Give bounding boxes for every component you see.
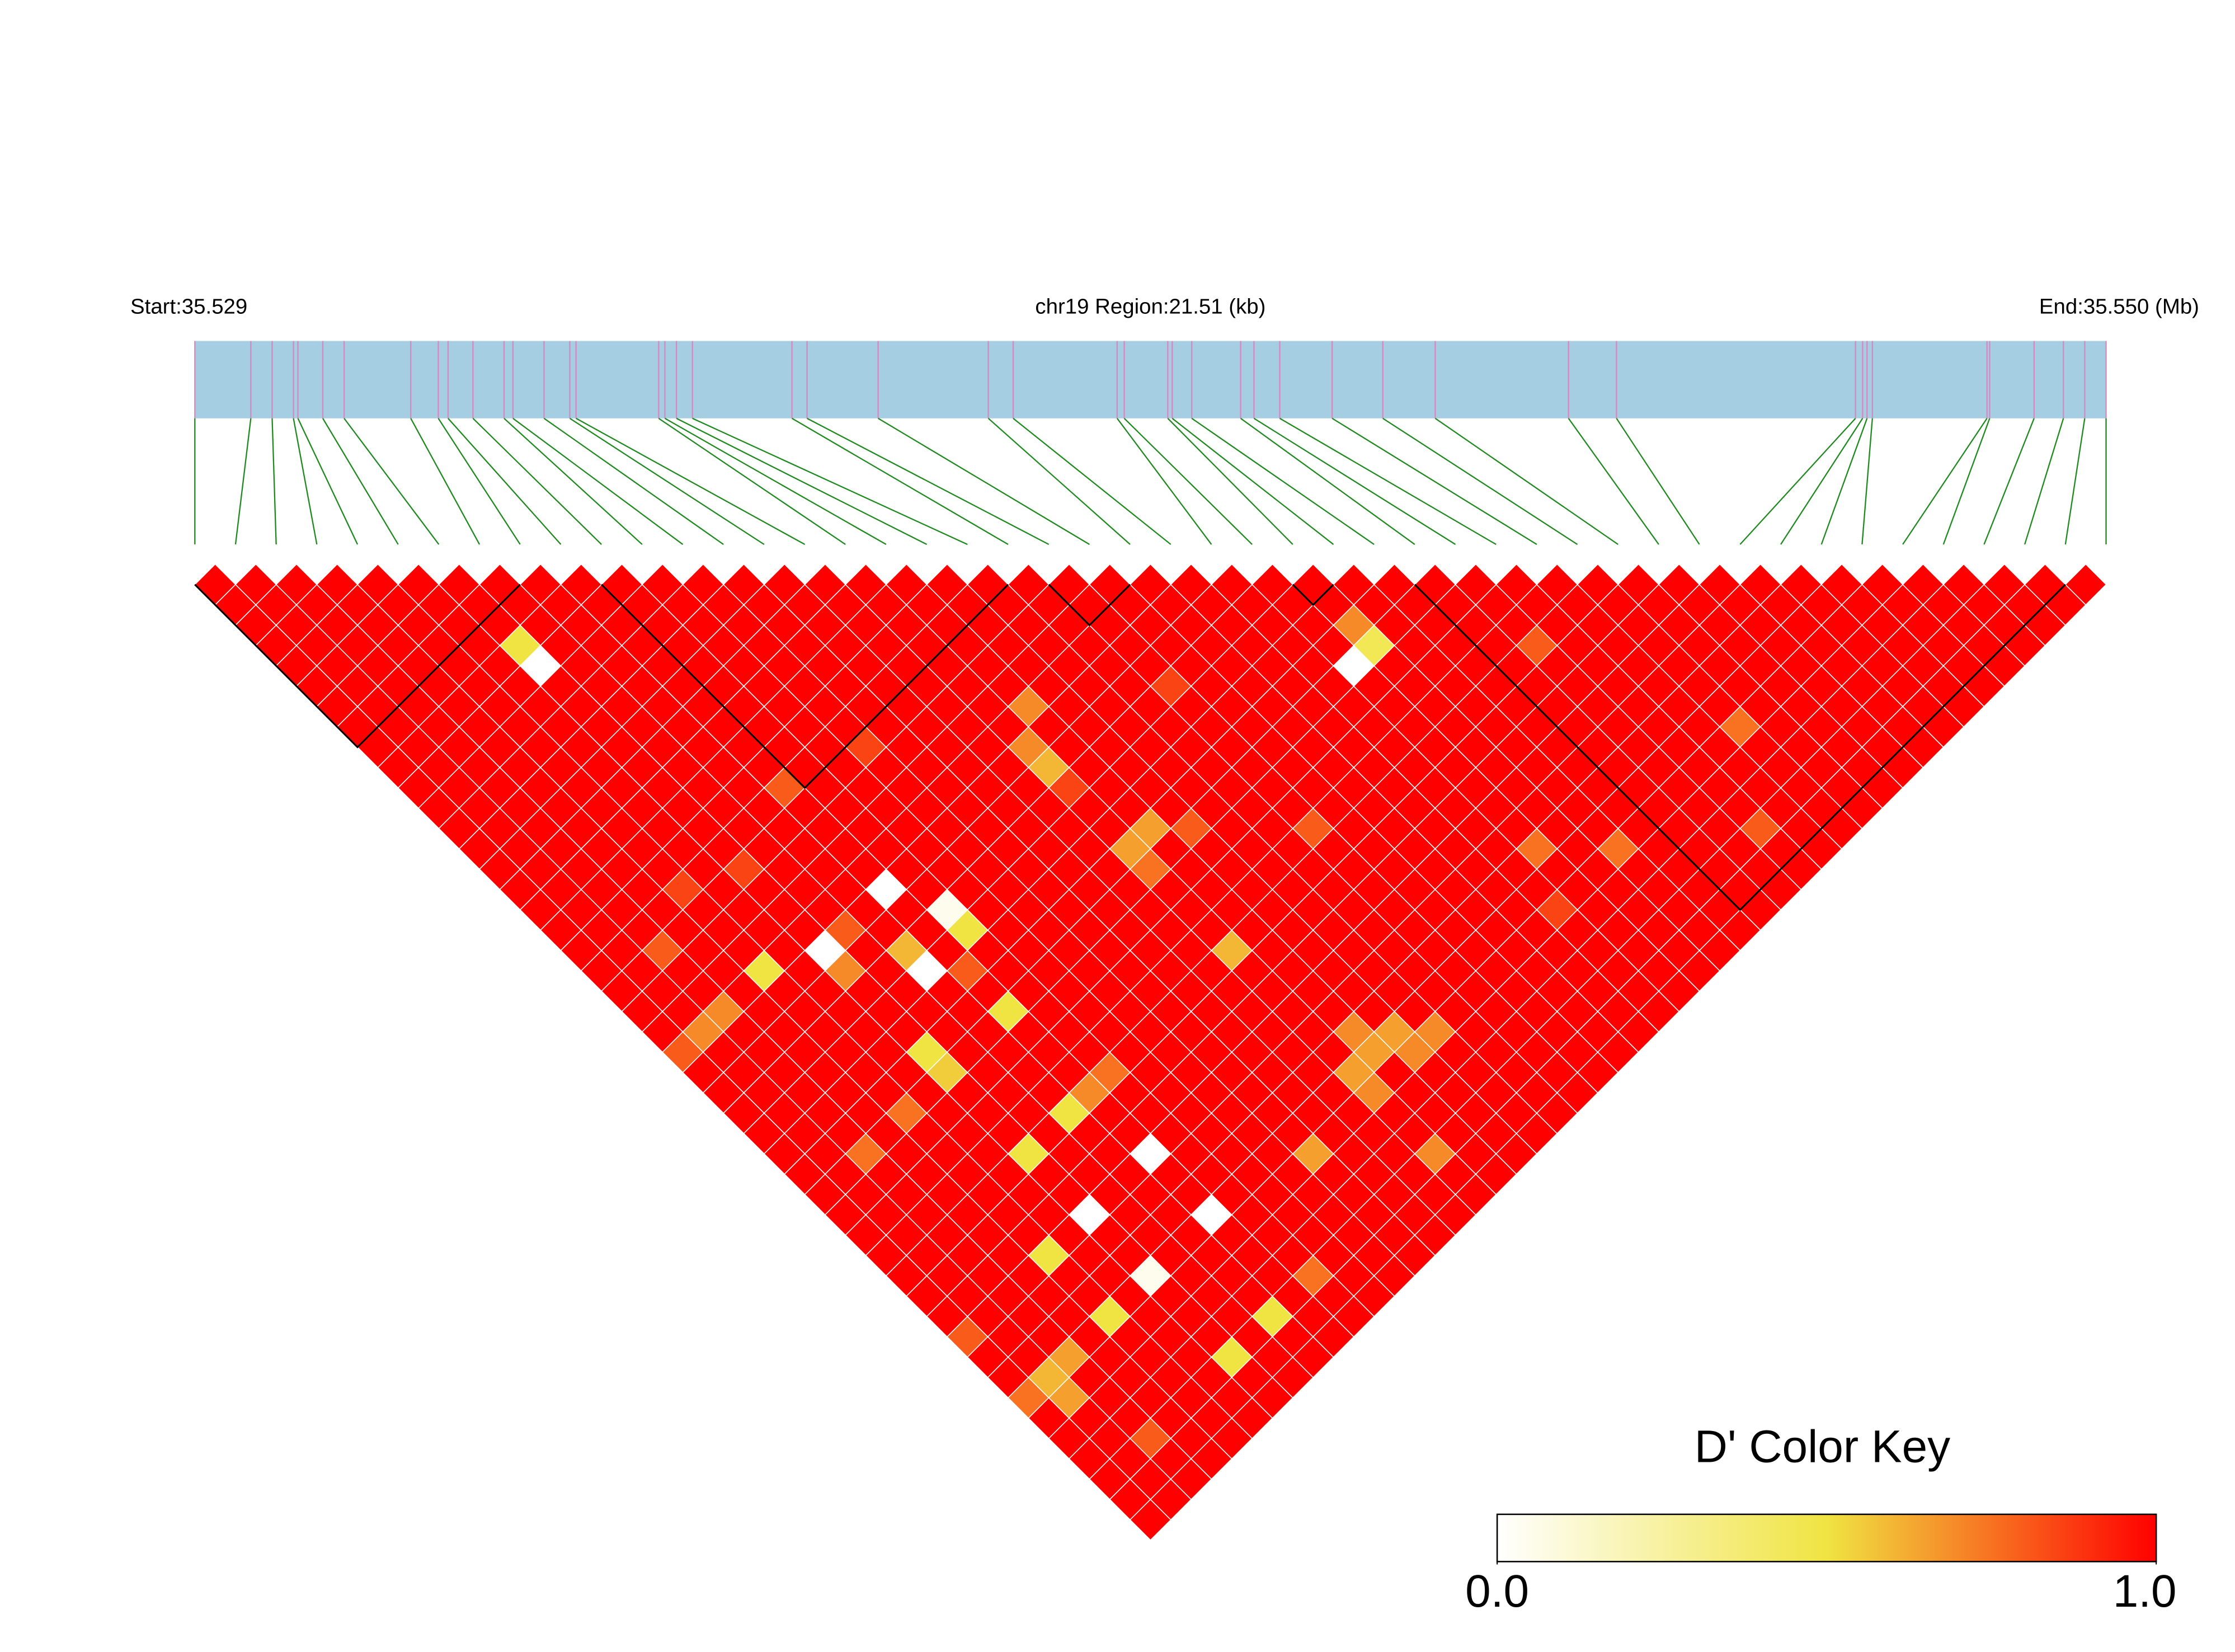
- snp-connector: [1013, 417, 1171, 545]
- color-key-tick-label: 1.0: [2113, 1566, 2177, 1617]
- snp-connector: [807, 417, 1050, 545]
- color-key-title: D' Color Key: [1695, 1421, 1950, 1472]
- region-bar: [195, 341, 2106, 418]
- snp-connector: [1123, 417, 1253, 545]
- end-label: End:35.550 (Mb): [2039, 295, 2199, 319]
- snp-connector: [1434, 417, 1618, 545]
- snp-connector: [271, 418, 277, 545]
- snp-connector: [878, 417, 1090, 545]
- snp-connector: [2064, 418, 2086, 545]
- snp-connector: [1191, 417, 1375, 545]
- snp-connector: [293, 418, 318, 545]
- snp-connector: [1171, 417, 1334, 545]
- snp-connector: [1861, 418, 1873, 545]
- region-label: chr19 Region:21.51 (kb): [1035, 295, 1265, 319]
- snp-connector: [658, 417, 846, 545]
- haplotype-block: [1414, 583, 2066, 911]
- haplotype-block: [1292, 583, 1334, 606]
- snp-connector: [1739, 418, 1856, 545]
- ld-cell: [2064, 563, 2107, 606]
- snp-connector: [512, 417, 684, 545]
- snp-connector: [664, 417, 887, 545]
- snp-connector: [344, 418, 440, 545]
- snp-connector: [1240, 417, 1415, 545]
- haplotype-block: [194, 583, 521, 749]
- snp-connector: [1382, 417, 1578, 545]
- snp-connector: [1253, 417, 1456, 545]
- snp-connector: [1279, 417, 1497, 545]
- snp-connector: [472, 417, 602, 545]
- snp-connector: [2024, 418, 2064, 545]
- snp-connector: [569, 417, 765, 545]
- snp-connector: [1942, 418, 1991, 545]
- snp-connector: [234, 418, 252, 545]
- snp-connector: [297, 418, 359, 545]
- snp-connector: [1116, 418, 1212, 545]
- snp-connector: [1167, 417, 1293, 545]
- heatmap: [194, 563, 2107, 1541]
- snp-connector: [676, 417, 928, 545]
- snp-connector: [448, 418, 562, 545]
- snp-connector: [692, 417, 968, 545]
- color-key-tick-label: 0.0: [1465, 1566, 1529, 1617]
- snp-connector: [576, 417, 806, 545]
- snp-connector: [1983, 418, 2035, 545]
- snp-connector: [1820, 418, 1868, 545]
- snp-connector: [1902, 418, 1988, 545]
- snp-connector: [543, 417, 724, 545]
- snp-connector: [1331, 417, 1537, 545]
- snp-connector: [1568, 418, 1659, 545]
- snp-connector: [1616, 418, 1700, 545]
- start-label: Start:35.529: [130, 295, 247, 319]
- snp-connector: [410, 418, 481, 545]
- snp-connector: [504, 417, 643, 545]
- snp-connector: [322, 418, 399, 545]
- haplotype-block: [601, 583, 1009, 789]
- snp-connector: [987, 417, 1131, 545]
- snp-connector: [1780, 418, 1864, 545]
- snp-connector: [791, 417, 1009, 545]
- snp-connector: [437, 418, 521, 545]
- haplotype-block: [1048, 583, 1131, 627]
- color-key-bar: [1496, 1513, 2157, 1562]
